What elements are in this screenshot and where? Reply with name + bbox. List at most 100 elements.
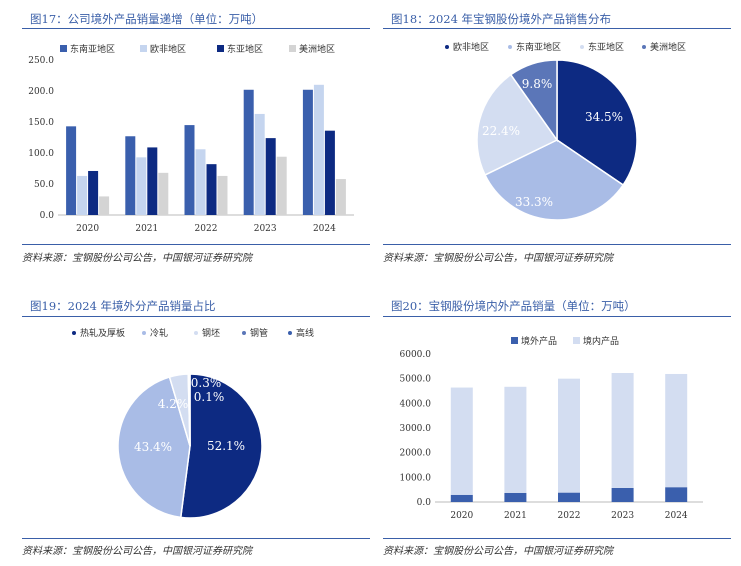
bar-境内产品-2023 [611, 372, 634, 488]
y-tick-label: 100.0 [28, 149, 54, 159]
bar-东亚地区-2021 [147, 147, 158, 215]
pie-label-钢管: 0.3% [191, 376, 222, 390]
bar-欧非地区-2022 [195, 149, 206, 215]
title-divider [383, 28, 731, 29]
legend-label: 东亚地区 [588, 41, 624, 53]
pie-label-热轧及厚板: 52.1% [207, 439, 245, 453]
bar-美洲地区-2024 [335, 179, 346, 215]
panel-title: 图19：2024 年境外分产品销量占比 [30, 299, 216, 313]
legend-item-1: 东南亚地区 [508, 41, 561, 53]
bar-境外产品-2020 [450, 494, 473, 502]
legend-label: 东亚地区 [227, 43, 263, 55]
y-tick-label: 4000.0 [400, 399, 432, 409]
x-tick-label: 2023 [611, 511, 634, 521]
stacked-bar-domestic-overseas: 境外产品 境内产品 0.0 1000.0 2000.0 3000.0 4000.0 5000.… [400, 335, 703, 521]
legend-label: 东南亚地区 [70, 43, 115, 55]
bar-境外产品-2023 [611, 487, 634, 502]
bar-美洲地区-2021 [158, 172, 169, 215]
bar-chart-overseas-by-region: 东南亚地区 欧非地区 东亚地区 美洲地区 0.0 50.0 100.0 150.0 200.0 2… [28, 43, 354, 234]
legend-label: 钢管 [250, 327, 268, 339]
bar-东南亚地区-2024 [302, 89, 313, 215]
panel-domestic-overseas: 图20：宝钢股份境内外产品销量（单位：万吨） 境外产品 境内产品 0.0 1000.0… [383, 0, 731, 566]
bar-东南亚地区-2021 [125, 136, 136, 215]
panel-overseas-sales: 图17：公司境外产品销量递增（单位：万吨） 东南亚地区 欧非地区 东亚地区 美洲地区 0… [22, 0, 370, 566]
bar-美洲地区-2022 [217, 175, 228, 215]
pie-label-美洲地区: 9.8% [522, 77, 553, 91]
legend-swatch [580, 45, 584, 49]
legend-item-0: 东南亚地区 [60, 43, 115, 55]
source-divider [383, 244, 731, 245]
pie-chart-product-share: 热轧及厚板 冷轧 钢坯 钢管 高线 52.1% 43.4% 4.2%0.3%0.1% [72, 327, 314, 519]
legend-label: 境内产品 [583, 335, 619, 347]
legend-label: 高线 [296, 327, 314, 339]
legend-swatch [289, 45, 296, 52]
legend-label: 热轧及厚板 [80, 327, 125, 339]
legend-label: 欧非地区 [453, 41, 489, 53]
title-divider [22, 28, 370, 29]
pie-slice-冷轧 [117, 376, 191, 519]
pie-slice-热轧及厚板 [179, 373, 263, 519]
pie-label-东南亚地区: 33.3% [515, 195, 553, 209]
y-tick-label: 150.0 [28, 118, 54, 128]
source-divider [22, 538, 370, 539]
bar-美洲地区-2023 [276, 156, 287, 215]
y-tick-label: 0.0 [417, 498, 432, 508]
bar-东南亚地区-2022 [184, 125, 195, 215]
legend-label: 美洲地区 [299, 43, 335, 55]
legend-item-2: 东亚地区 [217, 43, 263, 55]
panel-title: 图20：宝钢股份境内外产品销量（单位：万吨） [391, 299, 636, 313]
legend-item-0: 热轧及厚板 [72, 327, 125, 339]
source-note: 资料来源：宝钢股份公司公告，中国银河证券研究院 [383, 253, 613, 264]
pie-slice-美洲地区 [509, 59, 558, 143]
x-tick-label: 2023 [254, 224, 277, 234]
bar-欧非地区-2020 [77, 175, 88, 215]
source-note: 资料来源：宝钢股份公司公告，中国银河证券研究院 [22, 253, 252, 264]
panel-product-share: 图19：2024 年境外分产品销量占比 热轧及厚板 冷轧 钢坯 钢管 高线 52.1% 43… [22, 0, 370, 566]
legend-item-1: 境内产品 [573, 335, 619, 347]
x-tick-label: 2024 [313, 224, 336, 234]
legend-item-4: 高线 [288, 327, 314, 339]
legend-swatch [642, 45, 646, 49]
y-tick-label: 1000.0 [400, 473, 432, 483]
x-tick-label: 2021 [135, 224, 158, 234]
legend-item-1: 欧非地区 [140, 43, 186, 55]
x-tick-label: 2021 [504, 511, 527, 521]
legend-item-1: 冷轧 [142, 327, 168, 339]
legend-label: 境外产品 [521, 335, 557, 347]
y-tick-label: 3000.0 [400, 424, 432, 434]
bar-境内产品-2022 [558, 378, 580, 493]
bar-东亚地区-2024 [324, 130, 335, 215]
y-tick-label: 5000.0 [400, 375, 432, 385]
bar-境外产品-2024 [665, 487, 688, 502]
pie-slice-东南亚地区 [484, 139, 625, 221]
legend-item-0: 欧非地区 [445, 41, 489, 53]
legend-item-2: 东亚地区 [580, 41, 624, 53]
legend-swatch [72, 331, 76, 335]
y-tick-label: 200.0 [28, 87, 54, 97]
bar-欧非地区-2023 [254, 113, 265, 215]
x-tick-label: 2024 [665, 511, 688, 521]
bar-东亚地区-2020 [88, 170, 99, 215]
pie-label-钢坯: 4.2% [158, 397, 189, 411]
legend-item-3: 钢管 [242, 327, 268, 339]
legend-label: 东南亚地区 [516, 41, 561, 53]
y-tick-label: 6000.0 [400, 350, 432, 360]
pie-label-欧非地区: 34.5% [585, 110, 623, 124]
title-divider [22, 316, 370, 317]
bar-境外产品-2022 [558, 492, 580, 502]
panel-title: 图17：公司境外产品销量递增（单位：万吨） [30, 12, 264, 26]
x-tick-label: 2020 [76, 224, 99, 234]
legend-swatch [508, 45, 512, 49]
legend-label: 欧非地区 [150, 43, 186, 55]
y-tick-label: 0.0 [40, 211, 55, 221]
x-tick-label: 2022 [195, 224, 218, 234]
legend-swatch [511, 337, 518, 344]
source-note: 资料来源：宝钢股份公司公告，中国银河证券研究院 [383, 546, 613, 557]
legend-swatch [140, 45, 147, 52]
bar-东南亚地区-2020 [66, 126, 77, 215]
source-divider [22, 244, 370, 245]
legend-item-2: 钢坯 [194, 327, 220, 339]
bar-欧非地区-2021 [136, 157, 147, 215]
legend-swatch [194, 331, 198, 335]
legend-item-3: 美洲地区 [642, 41, 686, 53]
